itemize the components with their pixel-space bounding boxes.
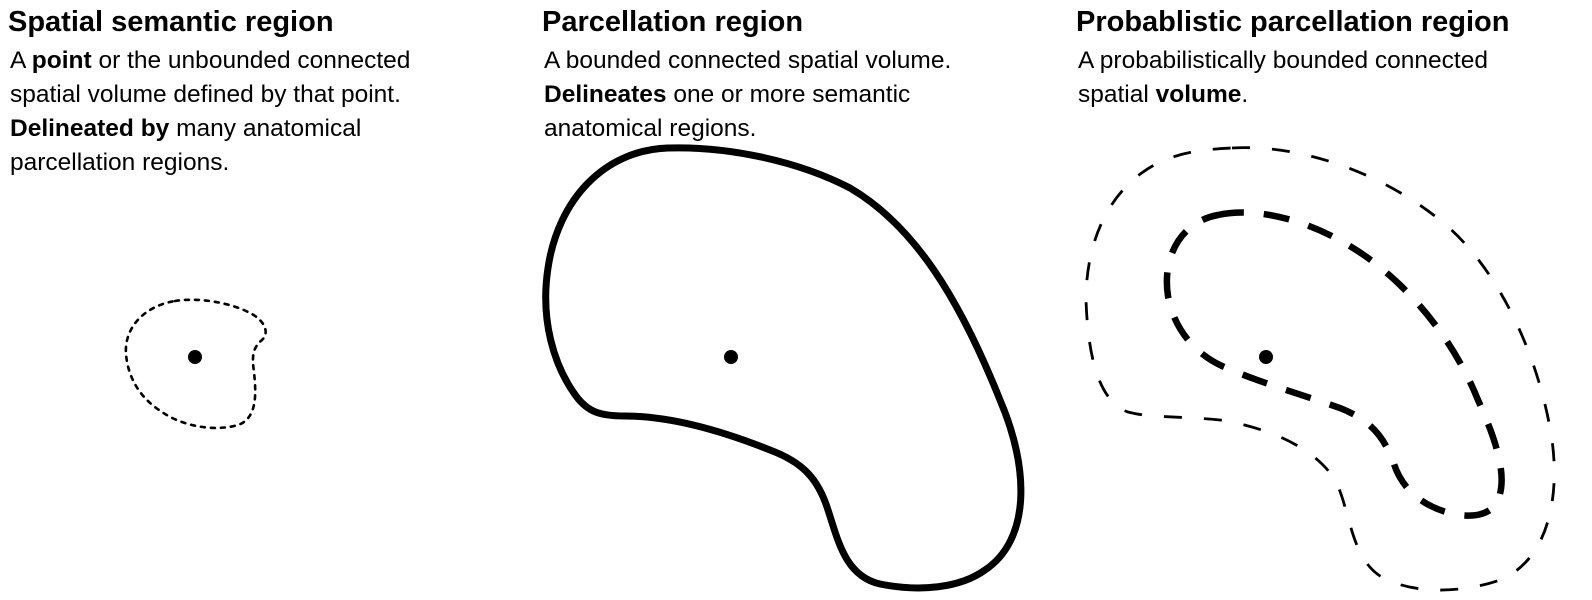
description-line: anatomical regions.: [544, 112, 951, 146]
bold-term: Delineated by: [10, 115, 170, 142]
text-run: A: [10, 47, 32, 74]
panel-title: Parcellation region: [542, 6, 804, 38]
panel-description: A point or the unbounded connected spatia…: [10, 44, 410, 180]
center-point: [1259, 350, 1273, 364]
center-point: [188, 350, 202, 364]
description-line: Delineates one or more semantic: [544, 78, 951, 112]
text-run: anatomical regions.: [544, 115, 757, 142]
dotted-boundary: [124, 298, 267, 430]
panel-description: A probabilistically bounded connected spa…: [1078, 44, 1488, 112]
description-line: A bounded connected spatial volume.: [544, 44, 951, 78]
probabilistic-parcellation-shape: [1084, 146, 1556, 592]
bold-term: Delineates: [544, 81, 667, 108]
text-run: A probabilistically bounded connected: [1078, 47, 1488, 74]
text-run: many anatomical: [169, 115, 362, 142]
text-run: spatial: [1078, 81, 1156, 108]
description-line: A probabilistically bounded connected: [1078, 44, 1488, 78]
description-line: Delineated by many anatomical: [10, 112, 410, 146]
bold-term: volume: [1155, 81, 1242, 108]
text-run: parcellation regions.: [10, 149, 230, 176]
solid-boundary: [542, 144, 1025, 592]
panel-description: A bounded connected spatial volume. Delin…: [544, 44, 951, 146]
center-point: [724, 350, 738, 364]
panel-title: Probablistic parcellation region: [1076, 6, 1510, 38]
description-line: parcellation regions.: [10, 146, 410, 180]
description-line: spatial volume defined by that point.: [10, 78, 410, 112]
parcellation-shape: [542, 144, 1025, 592]
description-line: spatial volume.: [1078, 78, 1488, 112]
text-run: or the unbounded connected: [91, 47, 411, 74]
outer-dashed-boundary: [1084, 146, 1556, 592]
spatial-semantic-shape: [124, 298, 267, 430]
text-run: .: [1241, 81, 1249, 108]
text-run: one or more semantic: [666, 81, 911, 108]
inner-dashed-boundary: [1163, 209, 1505, 519]
text-run: spatial volume defined by that point.: [10, 81, 401, 108]
bold-term: point: [31, 47, 92, 74]
text-run: A bounded connected spatial volume.: [544, 47, 952, 74]
description-line: A point or the unbounded connected: [10, 44, 410, 78]
panel-title: Spatial semantic region: [8, 6, 334, 38]
